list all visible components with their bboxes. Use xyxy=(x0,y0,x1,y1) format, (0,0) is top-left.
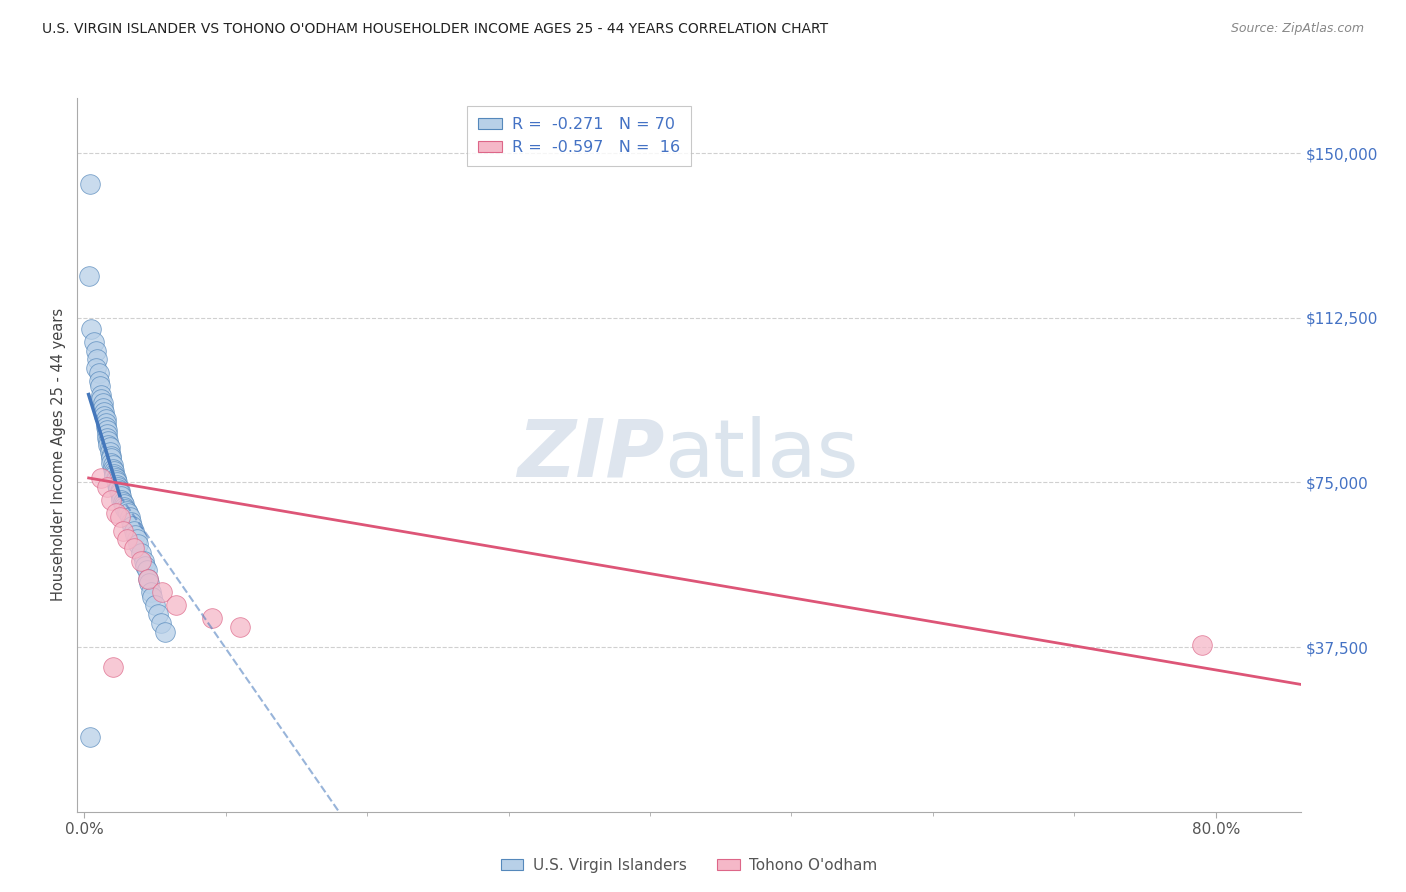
Point xyxy=(103,464,125,478)
Point xyxy=(93,405,115,419)
Legend: U.S. Virgin Islanders, Tohono O'odham: U.S. Virgin Islanders, Tohono O'odham xyxy=(495,852,883,879)
Point xyxy=(141,590,163,604)
Text: Source: ZipAtlas.com: Source: ZipAtlas.com xyxy=(1230,22,1364,36)
Point xyxy=(87,366,110,380)
Point xyxy=(96,432,118,446)
Point xyxy=(104,473,127,487)
Y-axis label: Householder Income Ages 25 - 44 years: Householder Income Ages 25 - 44 years xyxy=(51,309,66,601)
Point xyxy=(107,480,129,494)
Point xyxy=(89,378,111,392)
Point xyxy=(108,486,131,500)
Point xyxy=(105,477,128,491)
Text: U.S. VIRGIN ISLANDER VS TOHONO O'ODHAM HOUSEHOLDER INCOME AGES 25 - 44 YEARS COR: U.S. VIRGIN ISLANDER VS TOHONO O'ODHAM H… xyxy=(42,22,828,37)
Point xyxy=(115,533,138,547)
Point xyxy=(98,444,121,458)
Point xyxy=(120,515,142,529)
Point xyxy=(110,489,132,503)
Text: atlas: atlas xyxy=(665,416,859,494)
Point xyxy=(124,528,146,542)
Point xyxy=(136,572,159,586)
Point xyxy=(97,434,120,448)
Point xyxy=(93,409,115,424)
Point xyxy=(110,492,132,507)
Point xyxy=(96,427,118,442)
Point xyxy=(84,343,107,358)
Point xyxy=(121,519,143,533)
Point xyxy=(112,497,135,511)
Point xyxy=(122,541,145,556)
Point xyxy=(129,546,152,560)
Point xyxy=(146,607,169,621)
Point xyxy=(87,375,110,389)
Point xyxy=(101,462,124,476)
Point xyxy=(229,620,252,634)
Point xyxy=(112,500,135,514)
Point xyxy=(100,451,122,466)
Point xyxy=(84,361,107,376)
Point xyxy=(79,177,101,191)
Point xyxy=(139,585,162,599)
Point xyxy=(111,495,134,509)
Point xyxy=(94,416,117,430)
Point xyxy=(165,599,187,613)
Point xyxy=(83,334,105,349)
Point xyxy=(125,533,148,547)
Point xyxy=(108,484,131,499)
Point xyxy=(104,471,127,485)
Point xyxy=(135,563,157,577)
Point xyxy=(103,467,125,481)
Point xyxy=(101,660,124,674)
Point xyxy=(90,387,112,401)
Point xyxy=(101,458,124,472)
Point xyxy=(108,510,131,524)
Point xyxy=(94,420,117,434)
Point xyxy=(79,730,101,744)
Point xyxy=(129,554,152,568)
Point xyxy=(201,611,224,625)
Point xyxy=(100,492,122,507)
Point xyxy=(117,506,139,520)
Point xyxy=(103,468,125,483)
Point xyxy=(138,576,160,591)
Point xyxy=(1191,638,1213,652)
Point xyxy=(96,423,118,437)
Point xyxy=(114,501,136,516)
Point xyxy=(100,449,122,463)
Point xyxy=(96,480,118,494)
Point xyxy=(118,510,141,524)
Point xyxy=(98,440,121,454)
Point xyxy=(86,352,108,367)
Point xyxy=(97,438,120,452)
Point xyxy=(91,401,114,415)
Point xyxy=(100,456,122,470)
Point xyxy=(143,599,166,613)
Point xyxy=(150,585,173,599)
Point xyxy=(77,268,100,283)
Point xyxy=(105,475,128,490)
Point xyxy=(149,615,172,630)
Point xyxy=(104,506,127,520)
Point xyxy=(134,558,156,573)
Point xyxy=(153,624,176,639)
Point xyxy=(127,537,149,551)
Point xyxy=(90,392,112,406)
Point xyxy=(90,471,112,485)
Point xyxy=(107,482,129,496)
Point xyxy=(132,554,155,568)
Point xyxy=(136,572,159,586)
Point xyxy=(122,524,145,538)
Point xyxy=(111,524,134,538)
Point xyxy=(91,396,114,410)
Point xyxy=(94,411,117,425)
Point xyxy=(115,504,138,518)
Text: ZIP: ZIP xyxy=(517,416,665,494)
Point xyxy=(80,321,103,335)
